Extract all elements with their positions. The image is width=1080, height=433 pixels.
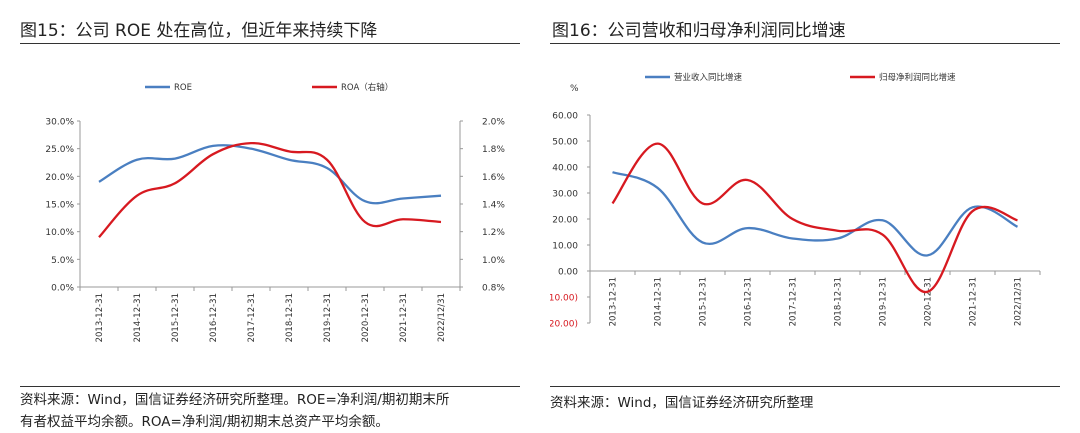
y-tick-label: 30.00 (552, 190, 578, 200)
y-tick-label: 20.00 (552, 216, 578, 226)
legend-label-roe: ROE (174, 83, 192, 93)
source-rule (550, 386, 1060, 387)
y-tick-label: 0.00 (558, 268, 578, 278)
series-line-roe (98, 144, 442, 205)
x-tick-label: 2016-12-31 (209, 293, 219, 342)
series-line-revenue (612, 171, 1019, 257)
right-tick-label: 1.4% (482, 201, 505, 211)
left-tick-label: 5.0% (51, 256, 74, 266)
left-tick-label: 15.0% (45, 201, 74, 211)
y-tick-label: (20.00) (550, 320, 578, 330)
x-tick-label: 2015-12-31 (171, 293, 181, 342)
left-tick-label: 10.0% (45, 228, 74, 238)
x-tick-label: 2021-12-31 (969, 277, 979, 326)
x-tick-label: 2020-12-31 (361, 293, 371, 342)
roe-chart-title: 图15：公司 ROE 处在高位，但近年来持续下降 (20, 21, 378, 41)
growth-chart-title: 图16：公司营收和归母净利润同比增速 (552, 21, 846, 41)
x-tick-label: 2013-12-31 (609, 277, 619, 326)
right-tick-label: 1.8% (482, 145, 505, 155)
growth-chart: % (20.00) (10.00) 0.00 10.00 20.00 30.00 40.00 5… (550, 72, 1041, 330)
series-line-roa (98, 141, 442, 238)
x-tick-label: 2018-12-31 (834, 277, 844, 326)
right-tick-label: 1.6% (482, 173, 505, 183)
y-tick-label: 40.00 (552, 164, 578, 174)
y-axis-unit-label: % (570, 84, 579, 94)
title-rule (20, 43, 520, 44)
roe-chart: 0.0% 5.0% 10.0% 15.0% 20.0% 25.0% 30.0% 0.8% 1.0… (45, 82, 505, 342)
x-tick-label: 2014-12-31 (654, 277, 664, 326)
right-tick-label: 1.0% (482, 256, 505, 266)
title-rule (550, 43, 1060, 44)
source-note-line1: 资料来源：Wind，国信证券经济研究所整理 (550, 395, 814, 411)
x-tick-label: 2019-12-31 (323, 293, 333, 342)
x-tick-label: 2020-12-31 (924, 277, 934, 326)
x-tick-label: 2019-12-31 (879, 277, 889, 326)
left-tick-label: 20.0% (45, 173, 74, 183)
x-tick-label: 2013-12-31 (95, 293, 105, 342)
legend-label-revenue: 营业收入同比增速 (674, 72, 743, 83)
x-tick-label: 2022/12/31 (437, 293, 447, 342)
x-tick-label: 2017-12-31 (247, 293, 257, 342)
left-tick-label: 0.0% (51, 284, 74, 294)
y-tick-label: 60.00 (552, 112, 578, 122)
roe-panel: 图15：公司 ROE 处在高位，但近年来持续下降 0.0% 5.0% 10.0% 15… (0, 0, 530, 433)
right-tick-label: 0.8% (482, 284, 505, 294)
x-tick-label: 2017-12-31 (789, 277, 799, 326)
x-tick-label: 2016-12-31 (744, 277, 754, 326)
left-tick-label: 30.0% (45, 118, 74, 128)
right-tick-label: 1.2% (482, 228, 505, 238)
y-tick-label: 10.00 (552, 242, 578, 252)
x-tick-label: 2018-12-31 (285, 293, 295, 342)
x-tick-label: 2015-12-31 (699, 277, 709, 326)
x-tick-label: 2022/12/31 (1014, 277, 1024, 326)
x-tick-label: 2014-12-31 (133, 293, 143, 342)
source-note-line2: 有者权益平均余额。ROA=净利润/期初期末总资产平均余额。 (20, 414, 389, 430)
left-tick-label: 25.0% (45, 145, 74, 155)
y-tick-label: 50.00 (552, 138, 578, 148)
growth-panel: 图16：公司营收和归母净利润同比增速 % (20.00) (10.00) 0.00 10… (550, 0, 1080, 433)
source-rule (20, 386, 520, 387)
legend-label-roa: ROA（右轴） (341, 82, 393, 93)
series-line-profit (611, 142, 1018, 293)
right-tick-label: 2.0% (482, 118, 505, 128)
legend-label-profit: 归母净利润同比增速 (879, 72, 956, 83)
y-tick-label: (10.00) (550, 294, 578, 304)
x-tick-label: 2021-12-31 (399, 293, 409, 342)
source-note-line1: 资料来源：Wind，国信证券经济研究所整理。ROE=净利润/期初期末所 (20, 392, 450, 408)
